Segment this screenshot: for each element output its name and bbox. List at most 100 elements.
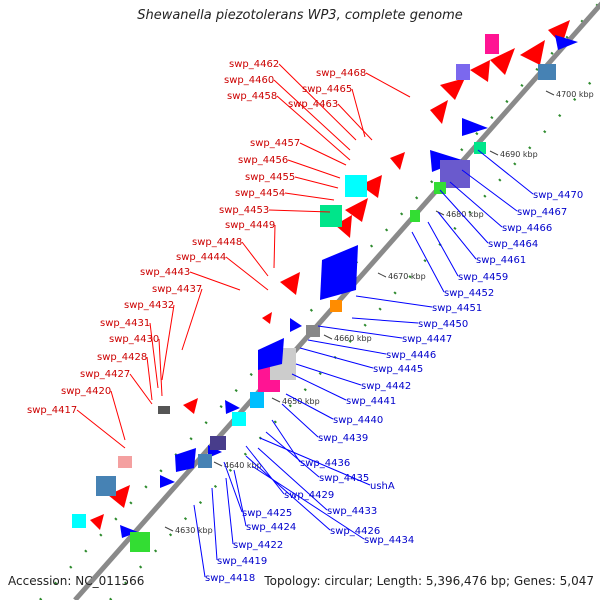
gene-label[interactable]: swp_4452 [444,288,494,299]
gene-block[interactable] [345,175,367,197]
gene-label[interactable]: swp_4449 [225,220,275,231]
gene-label[interactable]: swp_4462 [229,59,279,70]
gene-feature[interactable] [258,338,284,370]
gene-label[interactable]: swp_4456 [238,155,288,166]
leader-line [307,339,387,355]
gene-label[interactable]: swp_4419 [217,556,267,567]
gene-feature[interactable] [555,35,578,50]
gene-feature[interactable] [335,215,352,238]
gene-feature[interactable] [390,152,405,170]
gene-label[interactable]: swp_4460 [224,75,274,86]
gene-feature[interactable] [262,312,272,324]
gene-label[interactable]: swp_4434 [364,535,414,546]
gene-block[interactable] [198,454,212,468]
gene-feature[interactable] [470,60,490,82]
gene-label[interactable]: swp_4465 [302,84,352,95]
gene-label[interactable]: ushA [370,481,395,492]
gene-label[interactable]: swp_4426 [330,526,380,537]
gene-block[interactable] [456,64,470,80]
gene-label[interactable]: swp_4431 [100,318,150,329]
gene-label[interactable]: swp_4451 [432,303,482,314]
gene-label[interactable]: swp_4418 [205,573,255,584]
gene-feature[interactable] [280,272,300,295]
gene-label[interactable]: swp_4433 [327,506,377,517]
gene-label[interactable]: swp_4428 [97,352,147,363]
gene-label[interactable]: swp_4427 [80,369,130,380]
gene-label[interactable]: swp_4447 [402,334,452,345]
gene-label[interactable]: swp_4430 [109,334,159,345]
gene-feature[interactable] [360,175,382,198]
gene-feature[interactable] [548,20,570,45]
gene-label[interactable]: swp_4470 [533,190,583,201]
gene-label[interactable]: swp_4439 [318,433,368,444]
gene-label[interactable]: swp_4432 [124,300,174,311]
gene-feature[interactable] [108,485,130,508]
gene-label[interactable]: swp_4445 [373,364,423,375]
gene-block[interactable] [320,205,342,227]
gene-block[interactable] [158,406,170,414]
gene-feature[interactable] [320,245,358,300]
gene-feature[interactable] [175,448,196,472]
gene-label[interactable]: swp_4436 [300,458,350,469]
scale-tick [545,90,555,96]
gene-label[interactable]: swp_4420 [61,386,111,397]
gene-block[interactable] [485,34,499,54]
leader-line [427,221,459,277]
gene-label[interactable]: swp_4459 [458,272,508,283]
gene-label[interactable]: swp_4444 [176,252,226,263]
gene-block[interactable] [232,412,246,426]
gene-block[interactable] [474,142,486,154]
gene-label[interactable]: swp_4442 [361,381,411,392]
gene-label[interactable]: swp_4429 [284,490,334,501]
gene-label[interactable]: swp_4455 [245,172,295,183]
gene-label[interactable]: swp_4435 [319,473,369,484]
gene-label[interactable]: swp_4437 [152,284,202,295]
gene-label[interactable]: swp_4450 [418,319,468,330]
gene-feature[interactable] [462,118,488,136]
gene-label[interactable]: swp_4468 [316,68,366,79]
gene-label[interactable]: swp_4457 [250,138,300,149]
gene-feature[interactable] [490,48,515,75]
gene-block[interactable] [72,514,86,528]
gene-label[interactable]: swp_4440 [333,415,383,426]
gene-label[interactable]: swp_4448 [192,237,242,248]
gene-feature[interactable] [120,525,138,538]
gene-feature[interactable] [225,400,240,414]
gene-feature[interactable] [345,198,368,222]
gene-label[interactable]: swp_4424 [246,522,296,533]
gene-label[interactable]: swp_4463 [288,99,338,110]
gene-label[interactable]: swp_4441 [346,396,396,407]
gene-label[interactable]: swp_4443 [140,267,190,278]
scale-tick-label: 4680 kbp [446,210,484,219]
gene-label[interactable]: swp_4417 [27,405,77,416]
gene-block[interactable] [538,64,556,80]
gene-label[interactable]: swp_4466 [502,223,552,234]
gene-label[interactable]: swp_4425 [242,508,292,519]
gene-label[interactable]: swp_4458 [227,91,277,102]
gene-label[interactable]: swp_4422 [233,540,283,551]
gene-label[interactable]: swp_4453 [219,205,269,216]
gene-feature[interactable] [290,318,302,332]
gene-feature[interactable] [90,514,104,530]
gene-block[interactable] [330,300,342,312]
gene-block[interactable] [210,436,226,450]
gene-label[interactable]: swp_4461 [476,255,526,266]
gene-block[interactable] [306,325,320,337]
gene-feature[interactable] [160,475,175,488]
gene-label[interactable]: swp_4446 [386,350,436,361]
gene-feature[interactable] [520,40,545,65]
gene-feature[interactable] [183,398,198,414]
gene-feature[interactable] [430,100,448,124]
gene-label[interactable]: swp_4464 [488,239,538,250]
leader-line [351,88,366,138]
gene-block[interactable] [118,456,132,468]
gene-block[interactable] [250,392,264,408]
gene-block[interactable] [410,210,420,222]
gene-block[interactable] [434,182,446,194]
gene-block[interactable] [130,532,150,552]
gene-label[interactable]: swp_4467 [517,207,567,218]
gene-label[interactable]: swp_4454 [235,188,285,199]
gene-feature[interactable] [440,78,465,100]
leader-line [76,409,126,449]
gene-block[interactable] [96,476,116,496]
